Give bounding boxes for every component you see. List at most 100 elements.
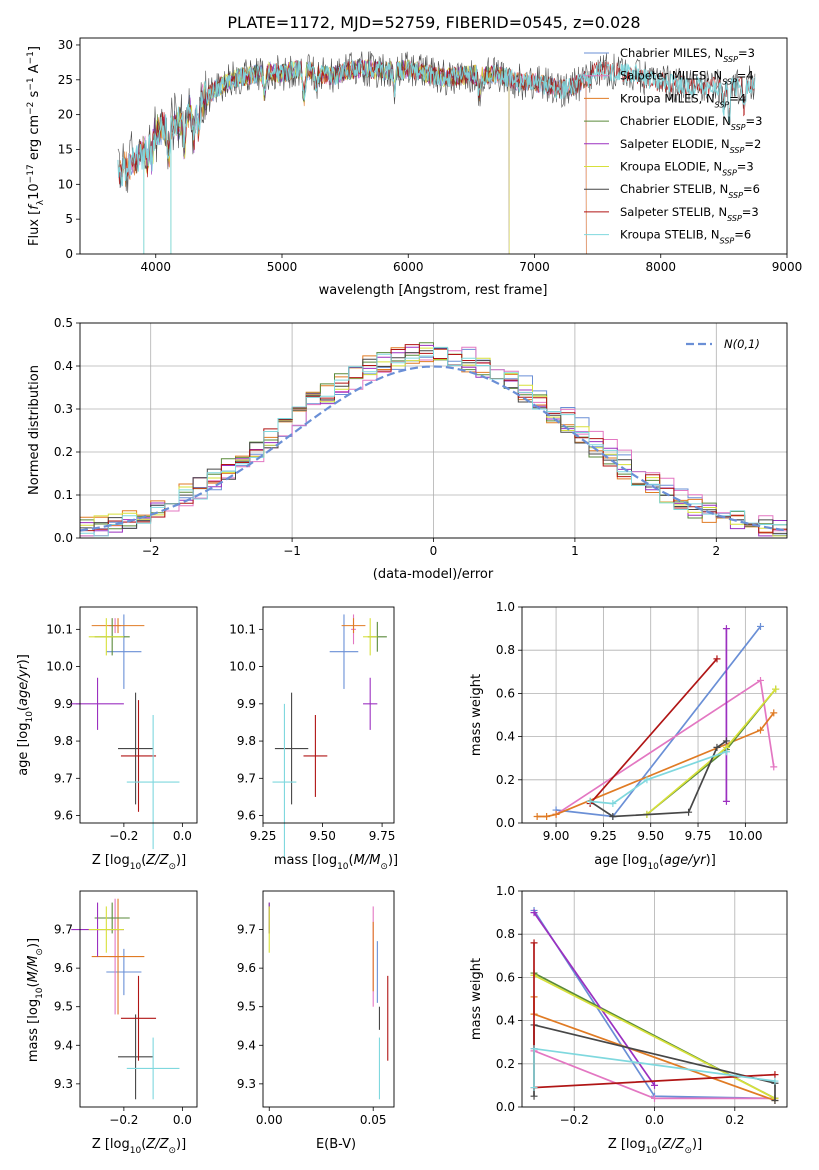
mass_weight_vs_Z-marker — [651, 1081, 658, 1089]
age_vs_Z-ytick-label: 9.6 — [54, 809, 73, 823]
mass_vs_Z-ytick-label: 9.4 — [54, 1038, 73, 1052]
gauss-curve — [79, 365, 788, 532]
mass_weight_vs_age-marker — [770, 709, 778, 717]
mass_weight_vs_age-marker — [722, 625, 730, 633]
mass_weight_vs_age-marker — [722, 737, 730, 745]
mass_weight_vs_Z-marker — [530, 909, 538, 917]
age_vs_Z-ytick-label: 9.7 — [54, 771, 73, 785]
spectrum-legend-entry: Chabrier MILES, NSSP=3 — [620, 46, 755, 64]
spectrum-legend-entry: Kroupa ELODIE, NSSP=3 — [620, 160, 754, 178]
mass_weight_vs_Z-ytick-label: 0.0 — [496, 1100, 515, 1114]
spectrum-xtick-label: 7000 — [519, 260, 550, 274]
gauss-legend-label: N(0,1) — [724, 337, 760, 351]
mass_weight_vs_Z-marker — [530, 1092, 538, 1100]
mass_weight_vs_Z-xtick-label: 0.0 — [645, 1113, 664, 1127]
mass_weight_vs_age-marker — [713, 743, 721, 751]
mass_weight_vs_age-marker — [643, 776, 651, 784]
mass_weight_vs_age-xtick-label: 9.00 — [543, 829, 570, 843]
mass_weight_vs_Z-ytick-label: 0.4 — [496, 1014, 515, 1028]
mass_vs_Z-xtick-label: 0.0 — [173, 1113, 192, 1127]
spectrum-xlabel: wavelength [Angstrom, rest frame] — [319, 283, 548, 298]
mass_vs_Z-frame — [79, 890, 198, 1108]
residuals-histogram-line — [80, 346, 787, 537]
age_vs_mass-ytick-label: 9.7 — [237, 771, 256, 785]
mass_vs_ebv-ytick-label: 9.4 — [237, 1038, 256, 1052]
age_vs_mass-axes: 9.25 9.50 9.75 9.6 9.7 9.8 9.9 10.0 10.1 — [229, 622, 395, 843]
mass_weight_vs_age-ytick-label: 0.0 — [496, 816, 515, 830]
spectrum-legend-entry: Chabrier ELODIE, NSSP=3 — [620, 114, 762, 132]
mass_weight_vs_age-series-line — [590, 750, 727, 805]
residuals-xtick-label: −1 — [283, 544, 301, 558]
mass-vs-z-ylabel: mass [log10(M/M⊙)] — [26, 938, 45, 1062]
chart-title: PLATE=1172, MJD=52759, FIBERID=0545, z=0… — [227, 13, 640, 32]
mass_weight_vs_age-marker — [713, 655, 721, 663]
residuals-ytick-label: 0.2 — [54, 445, 73, 459]
spectrum-ytick-label: 15 — [58, 142, 73, 156]
mass_vs_ebv-ytick-label: 9.5 — [237, 1000, 256, 1014]
mass_vs_Z-xtick-label: −0.2 — [109, 1113, 138, 1127]
mass_weight_vs_age-marker — [772, 685, 780, 693]
age_vs_mass-ytick-label: 9.9 — [237, 697, 256, 711]
mass_weight_vs_age-marker — [543, 813, 551, 821]
mass_vs_ebv-ytick-label: 9.6 — [237, 961, 256, 975]
mass_weight_vs_age-series-line — [589, 658, 718, 805]
spectrum-plot — [117, 51, 756, 255]
mass_weight_vs_Z-marker — [530, 939, 538, 947]
mass_weight_vs_age-ytick-label: 0.8 — [496, 643, 515, 657]
mass_weight_vs_age-marker — [609, 813, 617, 821]
spectrum-ytick-label: 30 — [58, 38, 73, 52]
mass_weight_vs_Z-marker — [530, 1084, 538, 1092]
mass_weight_vs_Z-ytick-label: 0.2 — [496, 1057, 515, 1071]
age-vs-mass-xlabel: mass [log10(M/M⊙)] — [274, 853, 398, 872]
age_vs_mass-ytick-label: 9.8 — [237, 734, 256, 748]
mass_vs_Z-axes: −0.2 0.0 9.3 9.4 9.5 9.6 9.7 — [54, 923, 192, 1127]
mass_weight_vs_Z-ytick-label: 0.8 — [496, 927, 515, 941]
mass_weight_vs_age-xtick-label: 10.00 — [728, 829, 762, 843]
mass_vs_Z-ytick-label: 9.3 — [54, 1077, 73, 1091]
spectrum-legend-entry: Chabrier STELIB, NSSP=6 — [620, 182, 760, 200]
mass_vs_ebv-ytick-label: 9.7 — [237, 923, 256, 937]
mw-age-xlabel: age [log10(age/yr)] — [594, 853, 716, 872]
mass_weight_vs_age-axes: 9.00 9.25 9.50 9.75 10.00 0.0 0.2 0.4 0.6 0.8 1.0 — [496, 600, 787, 843]
mass_weight_vs_age-ytick-label: 0.4 — [496, 730, 515, 744]
age_vs_Z-ytick-label: 10.0 — [46, 660, 73, 674]
mass_weight_vs_Z-marker — [771, 1071, 779, 1079]
mass_weight_vs_age-marker — [770, 763, 778, 771]
spectrum-legend-entry: Salpeter STELIB, NSSP=3 — [620, 205, 759, 223]
mass_weight_vs_age-ytick-label: 0.2 — [496, 773, 515, 787]
mass_weight_vs_age-marker — [757, 726, 764, 734]
residuals-ytick-label: 0.4 — [54, 359, 73, 373]
spectrum-ytick-label: 5 — [65, 212, 73, 226]
mw-z-ylabel: mass weight — [469, 958, 484, 1040]
mass_weight_vs_Z-frame — [521, 890, 788, 1108]
mass_weight_vs_age-xtick-label: 9.75 — [685, 829, 712, 843]
mass_vs_ebv-frame — [262, 890, 395, 1108]
age_vs_mass-plot — [272, 614, 387, 861]
spectrum-series-line — [117, 59, 587, 255]
spectrum-xtick-label: 9000 — [772, 260, 803, 274]
age_vs_mass-frame — [262, 606, 395, 824]
mw-z-xlabel: Z [log10(Z/Z⊙)] — [608, 1137, 702, 1156]
mass_weight_vs_Z-plot — [530, 906, 779, 1105]
mass-vs-z-xlabel: Z [log10(Z/Z⊙)] — [92, 1137, 186, 1156]
mass_weight_vs_age-xtick-label: 9.25 — [590, 829, 617, 843]
mass_weight_vs_age-frame — [521, 606, 788, 824]
mass_weight_vs_Z-xtick-label: −0.2 — [560, 1113, 589, 1127]
mw-age-ylabel: mass weight — [469, 674, 484, 756]
mass_weight_vs_age-marker — [722, 748, 730, 756]
spectrum-legend-entry: Salpeter ELODIE, NSSP=2 — [620, 137, 761, 155]
age_vs_Z-xtick-label: 0.0 — [173, 829, 192, 843]
mass_vs_ebv-xtick-label: 0.05 — [360, 1113, 387, 1127]
spectrum-series-line — [117, 59, 587, 255]
spectrum-xtick-label: 5000 — [267, 260, 298, 274]
mass_vs_ebv-plot — [268, 902, 389, 1100]
age_vs_mass-ytick-label: 9.6 — [237, 809, 256, 823]
age_vs_mass-ytick-label: 10.0 — [229, 660, 256, 674]
mass_weight_vs_Z-marker — [771, 1077, 779, 1085]
mass_weight_vs_age-xtick-label: 9.50 — [637, 829, 664, 843]
mass_vs_Z-ytick-label: 9.7 — [54, 923, 73, 937]
mass_vs_ebv-ytick-label: 9.3 — [237, 1077, 256, 1091]
mass_vs_Z-ytick-label: 9.6 — [54, 961, 73, 975]
spectrum-xtick-label: 8000 — [645, 260, 676, 274]
